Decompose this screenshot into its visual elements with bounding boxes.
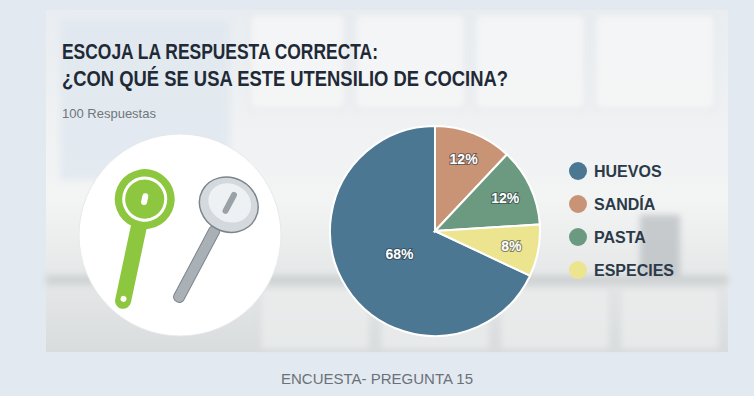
utensil-picture [79,134,281,336]
footer-strip [0,354,754,396]
legend-swatch [569,261,587,279]
head [109,164,180,235]
data-label: 12% [491,190,520,206]
pie [330,126,540,336]
title: ¿CON QUÉ SE USA ESTE UTENSILIO DE COCINA… [62,66,508,91]
data-label: 12% [450,151,479,167]
legend-swatch [569,162,587,180]
pie-labels: 68% 12% 12% 8% [386,151,522,262]
legend-label: SANDÍA [594,195,656,213]
hole [120,295,127,302]
cabinet [475,14,585,109]
kitchen-shapes [46,14,728,350]
data-label: 8% [501,238,522,254]
ring [120,174,170,224]
green-separator [92,164,180,315]
steel-separator [151,167,268,316]
page-background [0,0,754,396]
picture-circle [79,134,281,336]
lower-cabinet [620,288,720,350]
bowl-inner [201,176,258,230]
slot [141,193,149,206]
legend-swatch [569,228,587,246]
title: ESCOJA LA RESPUESTA CORRECTA: [62,39,378,64]
bowl [190,167,268,243]
slide: ESCOJA LA RESPUESTA CORRECTA:¿CON QUÉ SE… [0,0,754,396]
cabinet [595,14,715,109]
subtitle: 100 Respuestas [62,106,156,121]
slot [221,191,238,215]
footer-text: ENCUESTA- PREGUNTA 15 [281,370,473,387]
handle [172,224,222,304]
kitchen-photo [46,10,728,352]
legend-label: PASTA [594,229,646,246]
legend-label: ESPECIES [594,262,674,279]
legend-swatch [569,195,587,213]
legend-label: HUEVOS [594,163,662,180]
data-label: 68% [386,246,415,262]
pie-slice [435,224,540,275]
legend: HUEVOS SANDÍA PASTA ESPECIES [569,162,674,279]
